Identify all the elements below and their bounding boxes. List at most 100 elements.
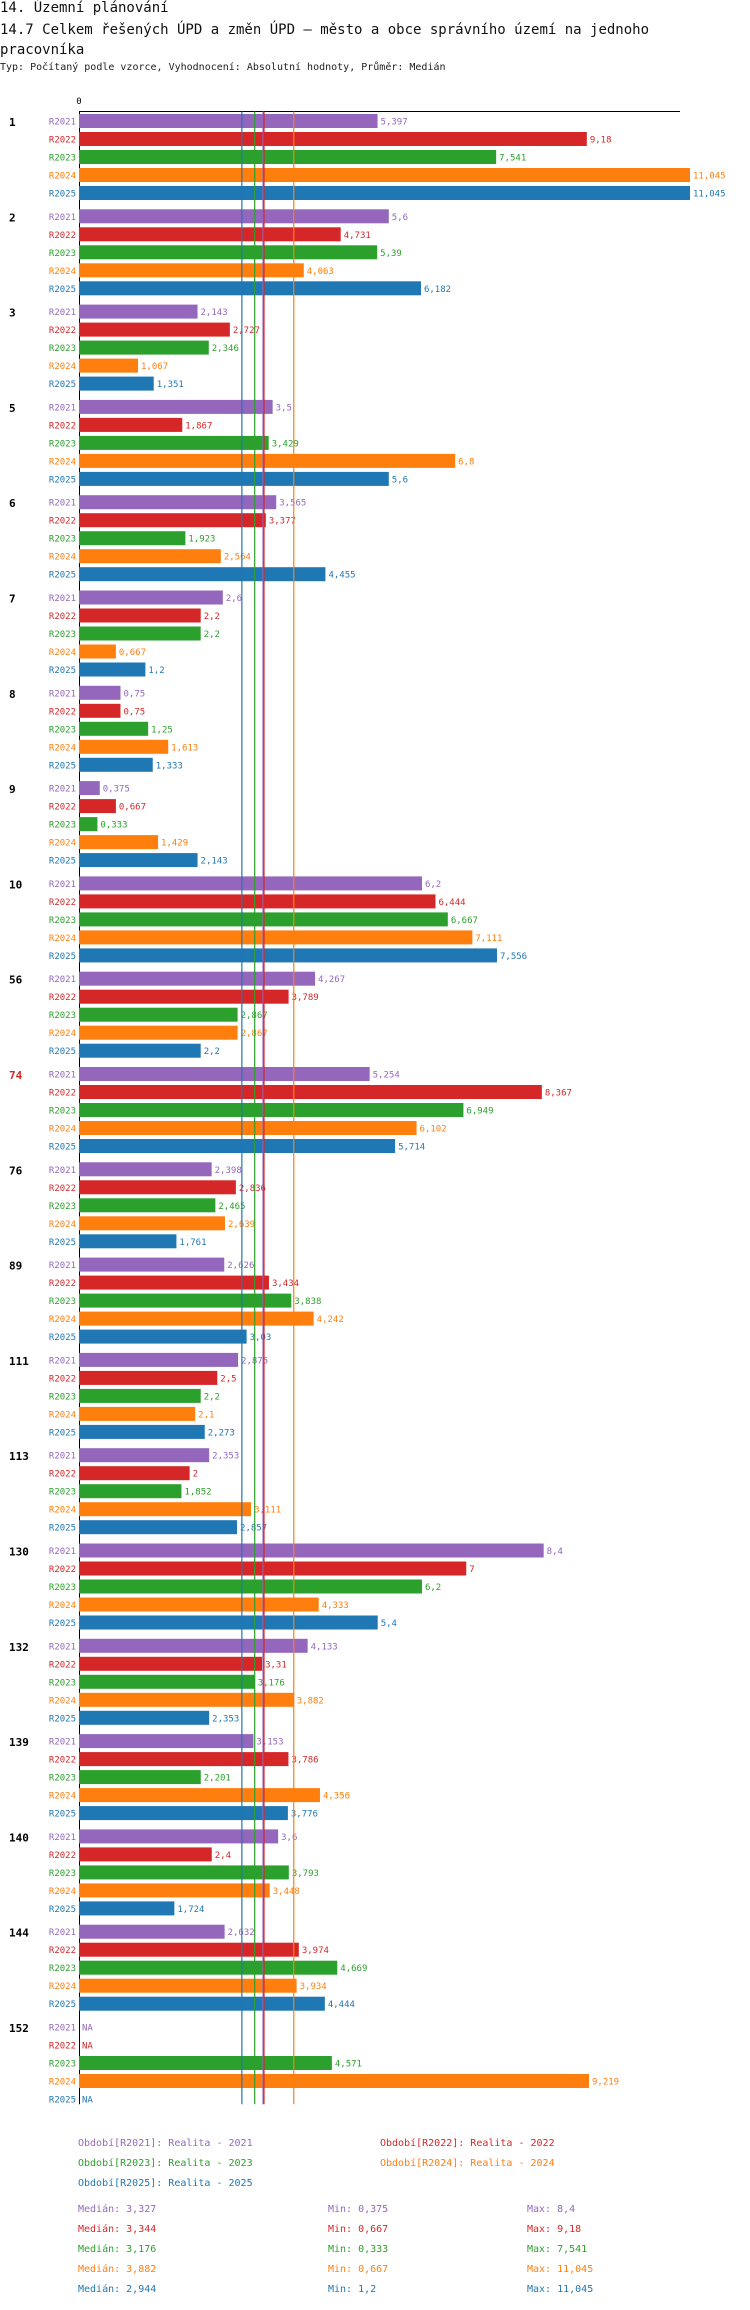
series-label: R2025	[49, 571, 76, 581]
bar	[79, 150, 497, 164]
bar	[79, 1370, 218, 1385]
series-label: R2023	[49, 1297, 76, 1307]
bar	[79, 453, 456, 468]
bar	[79, 1734, 254, 1749]
data-label: 1,761	[179, 1238, 206, 1248]
stat-median-r2023: Medián: 3,176	[78, 2244, 157, 2255]
data-label: 1,613	[171, 743, 198, 753]
legend-entry-r2025: Období[R2025]: Realita - 2025	[78, 2178, 253, 2189]
bar	[79, 263, 304, 278]
data-label: 4,669	[340, 1964, 367, 1974]
bar	[79, 644, 116, 659]
legend-entry-r2022: Období[R2022]: Realita - 2022	[380, 2138, 555, 2149]
bar	[79, 132, 587, 146]
series-label: R2021	[49, 308, 76, 318]
series-label: R2023	[49, 1964, 76, 1974]
series-label: R2022	[49, 1470, 76, 1480]
data-label: 4,063	[307, 267, 334, 277]
bar	[79, 1162, 212, 1177]
data-label: 4,455	[328, 571, 355, 581]
data-label: 2,201	[204, 1774, 231, 1784]
series-label: R2025	[49, 952, 76, 962]
data-label: 5,6	[392, 213, 408, 223]
x-axis-zero-label: 0	[76, 97, 81, 107]
data-label: 2,2	[204, 1047, 220, 1057]
group-label: 74	[9, 1069, 23, 1082]
series-label: R2024	[49, 362, 76, 372]
bar	[79, 1216, 225, 1231]
bar	[79, 1865, 289, 1880]
data-label: 11,045	[693, 190, 726, 200]
legend-entry-r2023: Období[R2023]: Realita - 2023	[78, 2158, 253, 2169]
series-label: R2021	[49, 594, 76, 604]
series-label: R2021	[49, 689, 76, 699]
bar	[79, 1275, 269, 1290]
data-label: 7	[469, 1565, 474, 1575]
bar	[79, 1561, 467, 1576]
data-label: 1,852	[184, 1488, 211, 1498]
data-label: 5,39	[380, 249, 402, 259]
series-label: R2024	[49, 553, 76, 563]
bar	[79, 1103, 464, 1117]
series-label: R2021	[49, 213, 76, 223]
series-label: R2021	[49, 1356, 76, 1366]
series-label: R2023	[49, 725, 76, 735]
data-label: 9,219	[592, 2078, 619, 2088]
series-label: R2022	[49, 803, 76, 813]
group-label: 139	[9, 1736, 29, 1749]
bar	[79, 894, 436, 909]
series-label: R2025	[49, 761, 76, 771]
data-label: 11,045	[693, 172, 726, 182]
group-label: 111	[9, 1355, 29, 1368]
data-label: 2,6	[226, 594, 242, 604]
bar	[79, 1007, 238, 1022]
data-label: 3,429	[272, 439, 299, 449]
stat-median-r2025: Medián: 2,944	[78, 2284, 157, 2295]
bar	[79, 1502, 252, 1517]
series-label: R2022	[49, 2042, 76, 2052]
data-label: 6,949	[466, 1107, 493, 1117]
group-label: 89	[9, 1260, 22, 1273]
data-label: 3,789	[292, 993, 319, 1003]
stat-min-r2025: Min: 1,2	[328, 2284, 377, 2295]
bar	[79, 1806, 288, 1821]
bar	[79, 1942, 299, 1957]
group-label: 152	[9, 2022, 29, 2035]
series-label: R2023	[49, 1678, 76, 1688]
series-label: R2023	[49, 1392, 76, 1402]
group-label: 9	[9, 783, 16, 796]
bar	[79, 1829, 279, 1844]
data-label: 1,867	[185, 421, 212, 431]
bar	[79, 1638, 308, 1653]
data-label: 5,714	[398, 1143, 425, 1153]
data-label: 3,934	[300, 1982, 327, 1992]
data-label: 4,356	[323, 1792, 350, 1802]
bar	[79, 1352, 239, 1367]
bar	[79, 1067, 370, 1081]
series-label: R2022	[49, 326, 76, 336]
data-label: 3,882	[297, 1696, 324, 1706]
series-label: R2024	[49, 839, 76, 849]
data-label: 2,143	[201, 308, 228, 318]
bar	[79, 1198, 216, 1213]
series-label: R2021	[49, 1071, 76, 1081]
series-label: R2022	[49, 1660, 76, 1670]
data-label: 7,111	[475, 934, 502, 944]
series-label: R2022	[49, 612, 76, 622]
group-label: 10	[9, 878, 22, 891]
data-label: 0,75	[123, 707, 145, 717]
bar	[79, 227, 341, 242]
series-label: R2022	[49, 517, 76, 527]
bar	[79, 1924, 225, 1939]
data-label: 5,6	[392, 475, 408, 485]
series-label: R2022	[49, 421, 76, 431]
data-label: 4,571	[335, 2060, 362, 2070]
bar	[79, 1883, 270, 1898]
series-label: R2022	[49, 1946, 76, 1956]
bar	[79, 2056, 332, 2070]
data-label: 3,786	[291, 1756, 318, 1766]
bar	[79, 781, 100, 796]
data-label: 2	[193, 1470, 198, 1480]
data-label: 7,541	[499, 154, 526, 164]
